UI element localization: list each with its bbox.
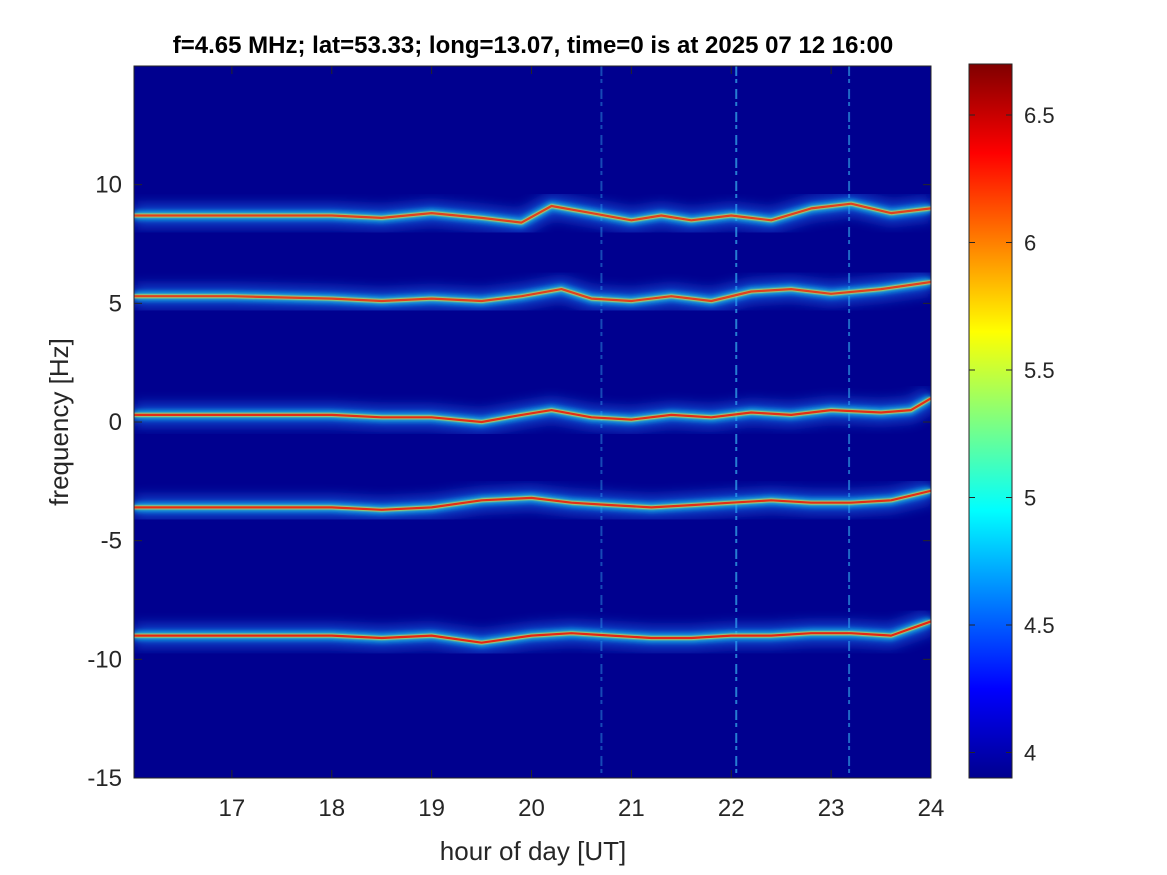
x-tick-label: 21: [618, 795, 645, 822]
y-tick-label: 0: [109, 409, 122, 436]
x-tick-label: 17: [219, 795, 246, 822]
doppler-trace: [134, 271, 931, 312]
y-tick-label: -15: [87, 765, 122, 792]
colorbar-gradient: [969, 64, 1012, 778]
colorbar-ticks: 4 4.5 5 5.5 6 6.5: [969, 103, 1055, 766]
x-tick-label: 18: [318, 795, 345, 822]
y-tick-label: 5: [109, 290, 122, 317]
colorbar-tick-label: 4: [1024, 741, 1036, 766]
x-tick-label: 23: [818, 795, 845, 822]
colorbar-tick-label: 6.5: [1024, 103, 1055, 128]
x-tick-label: 24: [918, 795, 945, 822]
doppler-trace-core: [134, 202, 931, 224]
doppler-trace: [134, 480, 931, 521]
doppler-trace-core: [134, 397, 931, 424]
doppler-trace: [134, 611, 931, 654]
colorbar-tick-label: 6: [1024, 231, 1036, 256]
doppler-trace-core: [134, 620, 931, 644]
y-tick-label: 10: [95, 172, 122, 199]
chart-title: f=4.65 MHz; lat=53.33; long=13.07, time=…: [173, 32, 893, 59]
y-tick-label: -10: [87, 646, 122, 673]
doppler-trace-core: [134, 489, 931, 511]
colorbar-tick-label: 5.5: [1024, 358, 1055, 383]
x-axis-label: hour of day [UT]: [440, 836, 626, 866]
colorbar: 4 4.5 5 5.5 6 6.5: [968, 63, 1055, 779]
doppler-trace: [134, 388, 931, 433]
colorbar-frame: [968, 63, 1013, 779]
colorbar-tick-label: 5: [1024, 486, 1036, 511]
y-axis-label: frequency [Hz]: [44, 338, 74, 506]
y-axis: -15 -10 -5 0 5 10: [87, 172, 931, 792]
y-tick-label: -5: [101, 528, 122, 555]
colorbar-tick-label: 4.5: [1024, 613, 1055, 638]
x-tick-label: 20: [518, 795, 545, 822]
x-tick-label: 19: [418, 795, 445, 822]
x-axis: 17 18 19 20 21 22 23 24: [219, 66, 945, 822]
plot-area: [133, 65, 932, 779]
doppler-trace: [134, 192, 931, 234]
doppler-trace-core: [134, 280, 931, 303]
x-tick-label: 22: [718, 795, 745, 822]
